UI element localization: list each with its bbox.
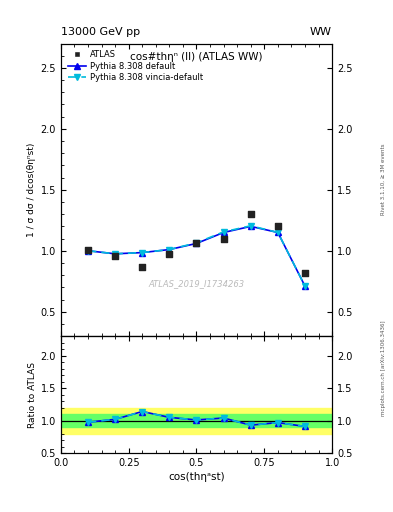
Pythia 8.308 vincia-default <box>140 249 145 255</box>
Pythia 8.308 default <box>86 248 90 254</box>
ATLAS <box>193 239 200 247</box>
ATLAS <box>275 222 281 230</box>
Text: WW: WW <box>310 27 332 37</box>
ATLAS <box>85 246 91 254</box>
Y-axis label: Ratio to ATLAS: Ratio to ATLAS <box>28 361 37 428</box>
Pythia 8.308 vincia-default <box>113 251 118 257</box>
X-axis label: cos(thηᵃst): cos(thηᵃst) <box>168 472 225 482</box>
Pythia 8.308 default <box>221 229 226 236</box>
Pythia 8.308 vincia-default <box>167 246 172 252</box>
Pythia 8.308 default <box>275 229 280 236</box>
ATLAS <box>112 251 118 260</box>
Pythia 8.308 vincia-default <box>275 229 280 236</box>
Legend: ATLAS, Pythia 8.308 default, Pythia 8.308 vincia-default: ATLAS, Pythia 8.308 default, Pythia 8.30… <box>65 48 206 84</box>
ATLAS <box>220 234 227 243</box>
Text: cos#thηⁿ (ll) (ATLAS WW): cos#thηⁿ (ll) (ATLAS WW) <box>130 52 263 62</box>
ATLAS <box>248 210 254 218</box>
Pythia 8.308 vincia-default <box>221 229 226 235</box>
Y-axis label: 1 / σ dσ / dcos(θηⁿst): 1 / σ dσ / dcos(θηⁿst) <box>28 143 37 237</box>
ATLAS <box>302 269 308 277</box>
Line: Pythia 8.308 vincia-default: Pythia 8.308 vincia-default <box>85 223 308 289</box>
Text: mcplots.cern.ch [arXiv:1306.3436]: mcplots.cern.ch [arXiv:1306.3436] <box>381 321 386 416</box>
Pythia 8.308 default <box>194 240 199 246</box>
Bar <box>61 408 332 434</box>
Pythia 8.308 default <box>113 251 118 257</box>
Bar <box>61 414 332 427</box>
Pythia 8.308 vincia-default <box>303 283 307 289</box>
Pythia 8.308 vincia-default <box>194 240 199 246</box>
Pythia 8.308 default <box>248 223 253 229</box>
Line: Pythia 8.308 default: Pythia 8.308 default <box>85 224 308 289</box>
Pythia 8.308 vincia-default <box>86 248 90 254</box>
Text: Rivet 3.1.10, ≥ 3M events: Rivet 3.1.10, ≥ 3M events <box>381 143 386 215</box>
ATLAS <box>139 263 145 271</box>
Pythia 8.308 default <box>140 249 145 255</box>
Pythia 8.308 default <box>167 246 172 252</box>
ATLAS <box>166 250 173 258</box>
Text: 13000 GeV pp: 13000 GeV pp <box>61 27 140 37</box>
Pythia 8.308 vincia-default <box>248 223 253 229</box>
Pythia 8.308 default <box>303 283 307 289</box>
Text: ATLAS_2019_I1734263: ATLAS_2019_I1734263 <box>149 279 244 288</box>
